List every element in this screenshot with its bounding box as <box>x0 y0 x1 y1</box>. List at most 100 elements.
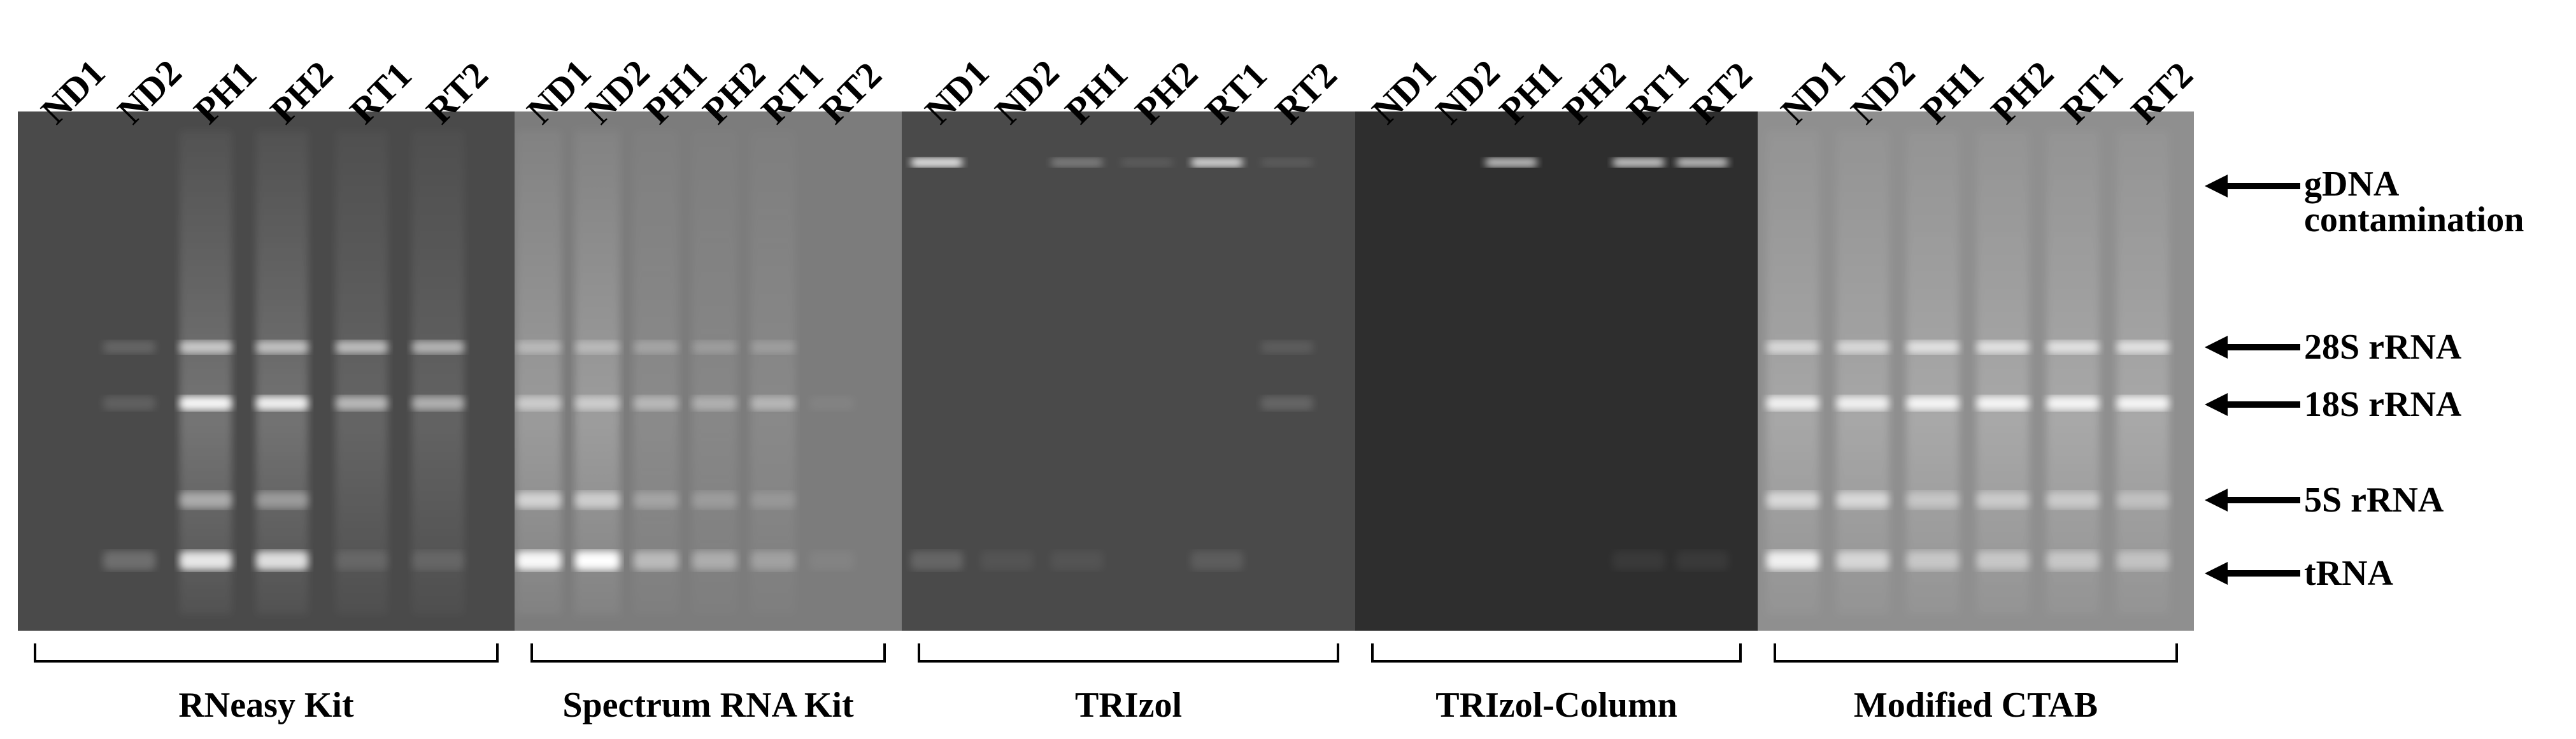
gel-band <box>1907 551 1959 570</box>
method-label: RNeasy Kit <box>178 685 354 725</box>
gel-band <box>2047 551 2099 570</box>
gel-band <box>516 341 561 354</box>
lane-smear <box>412 131 464 615</box>
method-label: TRIzol-Column <box>1435 685 1677 725</box>
gel-band <box>256 396 308 410</box>
gel-band <box>336 551 388 570</box>
method-bracket <box>34 643 499 663</box>
gel-band <box>516 551 561 570</box>
gel-band <box>2117 492 2169 508</box>
lane-smear <box>2117 131 2169 615</box>
gel-band <box>809 396 854 410</box>
gel-band <box>1676 158 1728 167</box>
gel-band <box>575 551 620 570</box>
marker-label: 28S rRNA <box>2304 328 2461 366</box>
gel-band <box>2047 341 2099 354</box>
lane-smear <box>751 131 795 615</box>
gel-band <box>1977 492 2029 508</box>
gel-band <box>180 551 232 570</box>
gel-band <box>1261 396 1313 410</box>
gel-band <box>412 551 464 570</box>
marker-label: gDNA contamination <box>2304 166 2524 238</box>
lane-smear <box>1907 131 1959 615</box>
gel-band <box>1977 341 2029 354</box>
gel-band <box>575 492 620 508</box>
gel-band <box>981 551 1033 570</box>
gel-band <box>1767 551 1819 570</box>
gel-band <box>1837 396 1889 410</box>
left-arrow-icon <box>2205 175 2300 197</box>
gel-band <box>751 341 795 354</box>
lane-smear <box>692 131 737 615</box>
gel-panel-1 <box>18 111 515 631</box>
gel-band <box>2047 396 2099 410</box>
marker-label-line: gDNA <box>2304 164 2400 204</box>
gel-band <box>256 551 308 570</box>
gel-band <box>1191 551 1243 570</box>
gel-band <box>516 396 561 410</box>
gel-band <box>634 341 678 354</box>
marker-label: 18S rRNA <box>2304 385 2461 424</box>
left-arrow-icon <box>2205 489 2300 512</box>
marker-annotation: tRNA <box>2205 554 2393 592</box>
lane-smear <box>634 131 678 615</box>
method-bracket <box>530 643 886 663</box>
gel-band <box>1767 341 1819 354</box>
gel-band <box>1261 158 1313 167</box>
gel-band <box>1837 341 1889 354</box>
method-bracket <box>918 643 1339 663</box>
marker-label-line: 5S rRNA <box>2304 480 2444 520</box>
gel-band <box>692 551 737 570</box>
gel-panel-image <box>911 158 1313 570</box>
left-arrow-icon <box>2205 336 2300 359</box>
marker-annotation: 28S rRNA <box>2205 328 2461 366</box>
gel-band <box>256 492 308 508</box>
gel-band <box>2117 341 2169 354</box>
gel-panel-3 <box>902 111 1355 631</box>
gel-band <box>1051 551 1103 570</box>
marker-annotation: gDNA contamination <box>2205 166 2524 238</box>
method-label: TRIzol <box>1075 685 1182 725</box>
left-arrow-icon <box>2205 393 2300 416</box>
gel-band <box>1977 551 2029 570</box>
gel-band <box>1907 492 1959 508</box>
method-bracket <box>1774 643 2178 663</box>
marker-annotation: 5S rRNA <box>2205 481 2444 519</box>
gel-band <box>1907 341 1959 354</box>
method-bracket <box>1371 643 1742 663</box>
gel-band <box>2047 492 2099 508</box>
gel-band <box>336 341 388 354</box>
marker-label-line: tRNA <box>2304 554 2393 593</box>
gel-band <box>1907 396 1959 410</box>
gel-panel-image <box>516 131 854 615</box>
gel-band <box>2117 396 2169 410</box>
gel-panel-image <box>1767 131 2169 615</box>
gel-band <box>1261 341 1313 354</box>
gel-band <box>412 341 464 354</box>
gel-band <box>1485 158 1537 167</box>
left-arrow-icon <box>2205 562 2300 585</box>
method-label: Modified CTAB <box>1853 685 2098 725</box>
gel-band <box>516 492 561 508</box>
gel-panel-5 <box>1758 111 2194 631</box>
gel-band <box>1612 551 1665 570</box>
lane-smear <box>516 131 561 615</box>
gel-band <box>103 341 155 354</box>
gel-band <box>1191 158 1243 167</box>
gel-band <box>1767 492 1819 508</box>
gel-band <box>180 396 232 410</box>
gel-band <box>1837 492 1889 508</box>
gel-band <box>751 492 795 508</box>
marker-label: tRNA <box>2304 554 2393 592</box>
lane-smear <box>336 131 388 615</box>
gel-band <box>1051 158 1103 167</box>
gel-panel-image <box>103 131 464 615</box>
gel-panel-image <box>1485 158 1728 570</box>
gel-band <box>634 396 678 410</box>
marker-annotation: 18S rRNA <box>2205 385 2461 424</box>
lane-smear <box>575 131 620 615</box>
gel-band <box>634 551 678 570</box>
gel-band <box>634 492 678 508</box>
marker-label-line: contamination <box>2304 200 2524 240</box>
